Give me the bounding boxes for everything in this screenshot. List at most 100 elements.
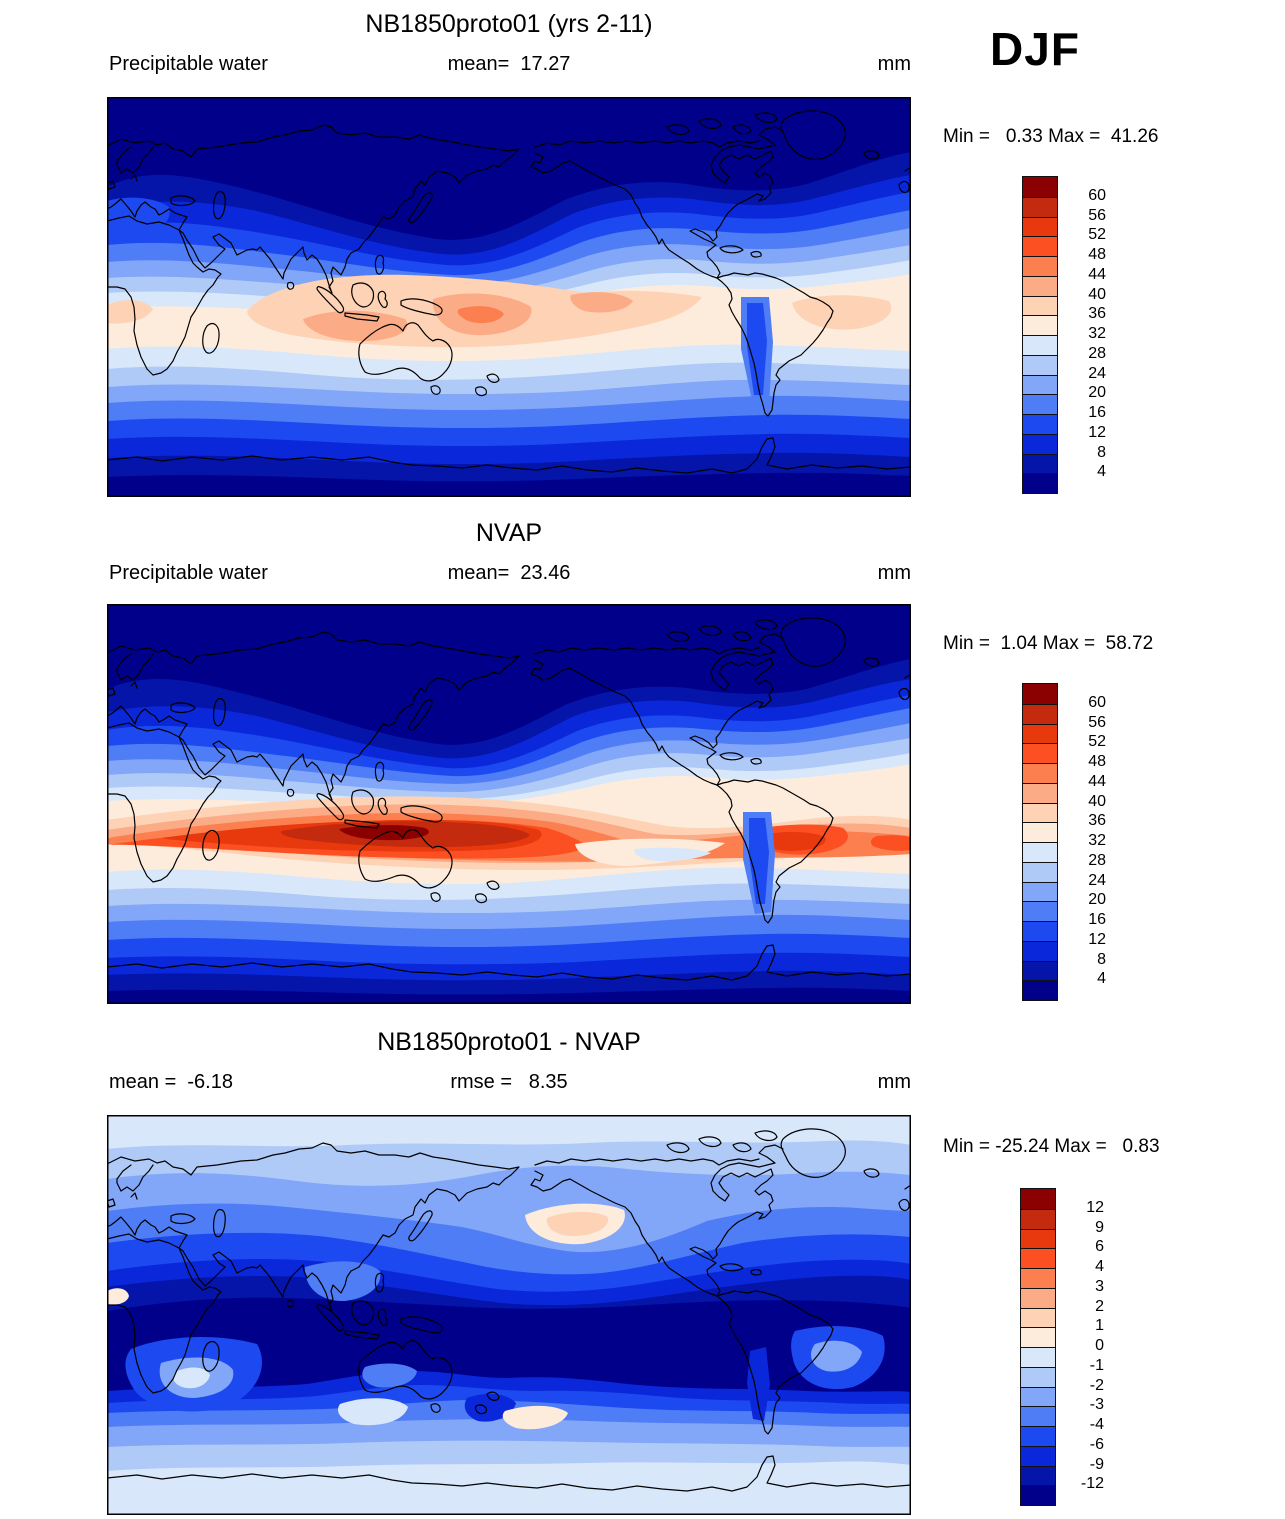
colorbar-tick-label: 12 (1088, 423, 1106, 441)
colorbar-tick-label: 56 (1088, 206, 1106, 224)
season-label: DJF (990, 23, 1080, 75)
colorbar-tick-label: 56 (1088, 713, 1106, 731)
panel1-colorbar-labels: 60 56 52 48 44 40 36 32 28 24 20 16 12 8 4 (1062, 176, 1108, 492)
colorbar-cell (1023, 177, 1057, 197)
colorbar-tick-label: 1 (1095, 1317, 1104, 1335)
colorbar-tick-label: 4 (1097, 970, 1106, 988)
colorbar-cell (1023, 216, 1057, 237)
colorbar-tick-label: 60 (1088, 186, 1106, 204)
colorbar-tick-label: -4 (1089, 1416, 1104, 1433)
colorbar-cell (1023, 394, 1057, 414)
colorbar-tick-label: 36 (1088, 305, 1106, 323)
colorbar-tick-label: 9 (1095, 1218, 1104, 1236)
colorbar-cell (1023, 354, 1057, 375)
colorbar-tick-label: 52 (1088, 226, 1106, 244)
colorbar-tick-label: 24 (1088, 364, 1106, 382)
panel3-rmse-label: rmse = 8.35 (450, 1071, 568, 1093)
colorbar-tick-label: -9 (1089, 1455, 1104, 1473)
colorbar-cell (1021, 1208, 1055, 1229)
panel1-title: NB1850proto01 (yrs 2-11) (365, 10, 653, 38)
colorbar-tick-label: -2 (1089, 1376, 1104, 1394)
colorbar-tick-label: 20 (1088, 891, 1106, 909)
colorbar-tick-label: 32 (1088, 832, 1106, 849)
colorbar-cell (1021, 1366, 1055, 1387)
colorbar-tick-label: 2 (1095, 1297, 1104, 1315)
colorbar-tick-label: -6 (1089, 1435, 1104, 1453)
colorbar-cell (1023, 315, 1057, 335)
colorbar-cell (1021, 1465, 1055, 1486)
panel1-map (107, 97, 911, 497)
colorbar-tick-label: 44 (1088, 265, 1106, 283)
colorbar-cell (1023, 921, 1057, 941)
colorbar-cell (1021, 1287, 1055, 1308)
panel2-variable-label: Precipitable water (109, 562, 268, 584)
colorbar-cell (1023, 743, 1057, 763)
panel2-label-row: Precipitable water mean= 23.46 mm (107, 562, 911, 586)
colorbar-cell (1021, 1228, 1055, 1249)
colorbar-tick-label: 40 (1088, 285, 1106, 303)
panel3-colorbar-labels: 12 9 6 4 3 2 1 0 -1 -2 -3 -4 -6 -9 -12 (1060, 1188, 1106, 1504)
colorbar-cell (1021, 1189, 1055, 1209)
colorbar-cell (1023, 861, 1057, 882)
colorbar-cell (1023, 374, 1057, 395)
colorbar-tick-label: 48 (1088, 246, 1106, 263)
colorbar-tick-label: 20 (1088, 384, 1106, 402)
colorbar-tick-label: -12 (1080, 1475, 1104, 1493)
panel2-mean-label: mean= 23.46 (447, 562, 571, 584)
colorbar-cell (1021, 1347, 1055, 1367)
panel2-minmax: Min = 1.04 Max = 58.72 (943, 633, 1154, 654)
colorbar-cell (1023, 782, 1057, 803)
colorbar-cell (1023, 881, 1057, 902)
colorbar-tick-label: 28 (1088, 851, 1106, 869)
colorbar-cell (1023, 980, 1057, 1000)
panel3-colorbar (1020, 1188, 1056, 1506)
colorbar-tick-label: 12 (1088, 930, 1106, 948)
colorbar-cell (1023, 703, 1057, 724)
colorbar-tick-label: 0 (1095, 1337, 1104, 1354)
panel1-unit-label: mm (877, 53, 911, 75)
colorbar-tick-label: -3 (1089, 1396, 1104, 1414)
colorbar-cell (1023, 335, 1057, 355)
colorbar-cell (1021, 1406, 1055, 1426)
colorbar-cell (1021, 1307, 1055, 1328)
colorbar-tick-label: -1 (1089, 1356, 1104, 1374)
panel2-title: NVAP (475, 519, 543, 547)
panel3-unit-label: mm (877, 1071, 911, 1093)
colorbar-tick-label: 4 (1097, 463, 1106, 481)
colorbar-cell (1023, 236, 1057, 256)
colorbar-tick-label: 40 (1088, 792, 1106, 810)
colorbar-cell (1023, 414, 1057, 434)
panel1-mean-label: mean= 17.27 (447, 53, 571, 75)
colorbar-tick-label: 12 (1086, 1198, 1104, 1216)
colorbar-cell (1023, 256, 1057, 276)
colorbar-tick-label: 8 (1097, 950, 1106, 968)
colorbar-cell (1023, 960, 1057, 981)
colorbar-cell (1023, 940, 1057, 961)
colorbar-tick-label: 32 (1088, 325, 1106, 342)
colorbar-cell (1023, 275, 1057, 296)
panel1-variable-label: Precipitable water (109, 53, 268, 75)
colorbar-tick-label: 16 (1088, 404, 1106, 421)
panel1-minmax: Min = 0.33 Max = 41.26 (943, 126, 1159, 147)
panel1-contour-map (107, 97, 911, 497)
colorbar-cell (1023, 763, 1057, 783)
colorbar-cell (1021, 1327, 1055, 1347)
panel2-contour-map (107, 604, 911, 1004)
panel2-colorbar (1022, 683, 1058, 1001)
colorbar-cell (1021, 1445, 1055, 1466)
colorbar-tick-label: 44 (1088, 772, 1106, 790)
colorbar-cell (1023, 901, 1057, 921)
colorbar-tick-label: 24 (1088, 871, 1106, 889)
colorbar-tick-label: 28 (1088, 344, 1106, 362)
panel3-map (107, 1115, 911, 1515)
colorbar-cell (1023, 453, 1057, 474)
panel2-map (107, 604, 911, 1004)
colorbar-tick-label: 36 (1088, 812, 1106, 830)
colorbar-cell (1023, 684, 1057, 704)
colorbar-cell (1021, 1426, 1055, 1446)
panel2-colorbar-labels: 60 56 52 48 44 40 36 32 28 24 20 16 12 8 4 (1062, 683, 1108, 999)
colorbar-cell (1023, 433, 1057, 454)
colorbar-tick-label: 16 (1088, 911, 1106, 928)
panel1-colorbar (1022, 176, 1058, 494)
colorbar-tick-label: 48 (1088, 753, 1106, 770)
